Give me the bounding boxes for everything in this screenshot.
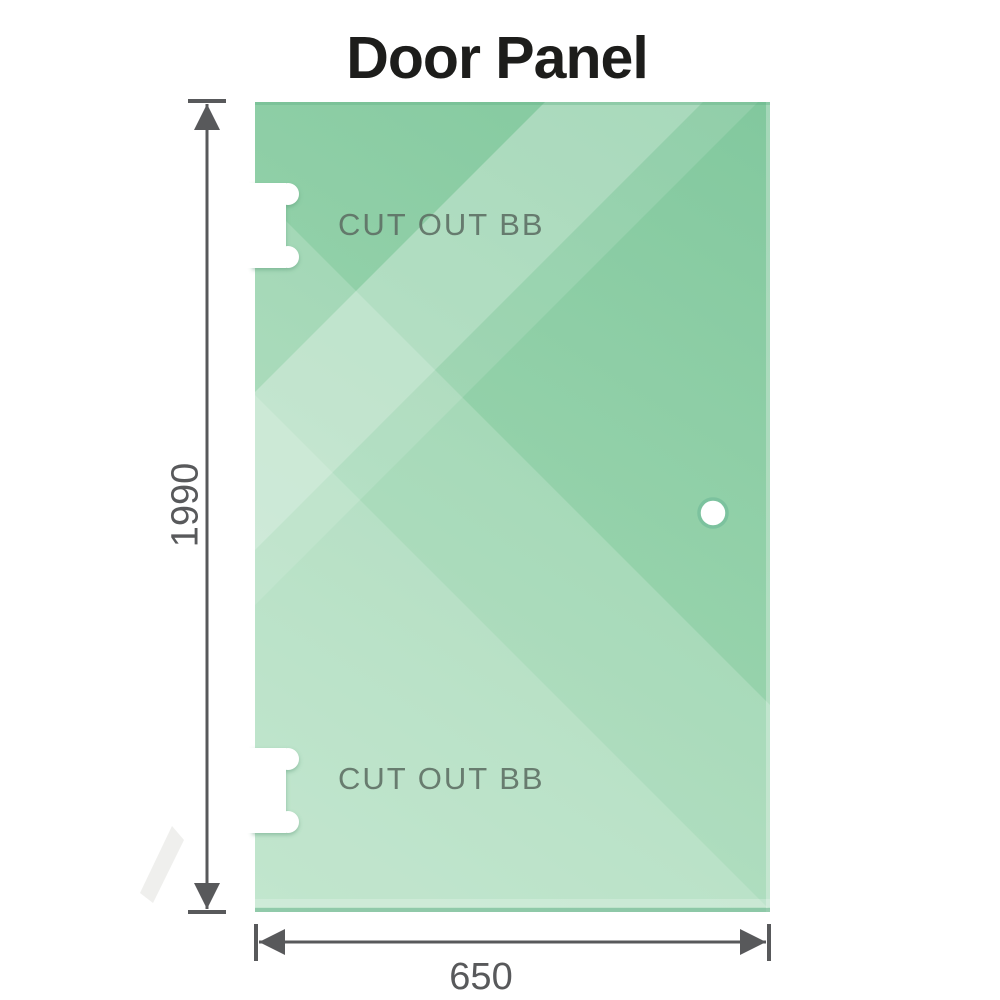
glare-band-center [255, 190, 770, 912]
outside-glare-wisp [140, 826, 184, 903]
glare-stripe-upper-faint [255, 102, 758, 605]
width-dimension-caps [254, 924, 771, 961]
glass-reflections [255, 102, 770, 912]
arrow-right-icon [740, 929, 766, 955]
cutout-label-top: CUT OUT BB [338, 207, 545, 242]
cutout-top-edge-mask [240, 183, 255, 268]
top-edge-line [255, 102, 770, 105]
height-dimension-caps [188, 99, 226, 914]
right-edge-highlight [766, 102, 770, 912]
glare-band-lower [255, 395, 770, 912]
handle-hole-icon [697, 497, 729, 529]
height-dimension: 1990 [164, 99, 226, 914]
width-dimension: 650 [254, 924, 771, 998]
width-dimension-arrows [259, 929, 766, 955]
page-title: Door Panel [346, 25, 647, 91]
glass-panel: CUT OUT BB CUT OUT BB [140, 102, 770, 912]
glare-stripe-upper [255, 102, 703, 550]
hinge-cutout-top-icon [252, 183, 299, 268]
height-dimension-label: 1990 [164, 463, 206, 548]
hinge-cutout-bottom-icon [252, 748, 299, 833]
height-dimension-arrows [194, 104, 220, 909]
arrow-up-icon [194, 104, 220, 130]
cutout-label-bottom: CUT OUT BB [338, 761, 545, 796]
bottom-edge-line [255, 908, 770, 912]
arrow-left-icon [259, 929, 285, 955]
bottom-bevel-highlight [255, 899, 770, 907]
width-dimension-label: 650 [449, 956, 512, 998]
arrow-down-icon [194, 883, 220, 909]
glass-panel-body [255, 102, 770, 912]
cutout-bottom-edge-mask [240, 748, 255, 833]
